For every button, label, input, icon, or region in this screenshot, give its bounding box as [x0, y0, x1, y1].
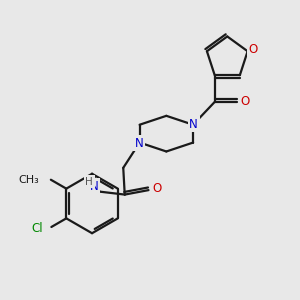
Text: Cl: Cl [32, 222, 43, 235]
Text: CH₃: CH₃ [19, 175, 40, 185]
Text: N: N [90, 180, 98, 193]
Text: N: N [189, 118, 198, 130]
Text: O: O [248, 43, 258, 56]
Text: O: O [241, 95, 250, 108]
Text: O: O [152, 182, 161, 195]
Text: H: H [85, 176, 93, 187]
Text: N: N [135, 137, 143, 150]
